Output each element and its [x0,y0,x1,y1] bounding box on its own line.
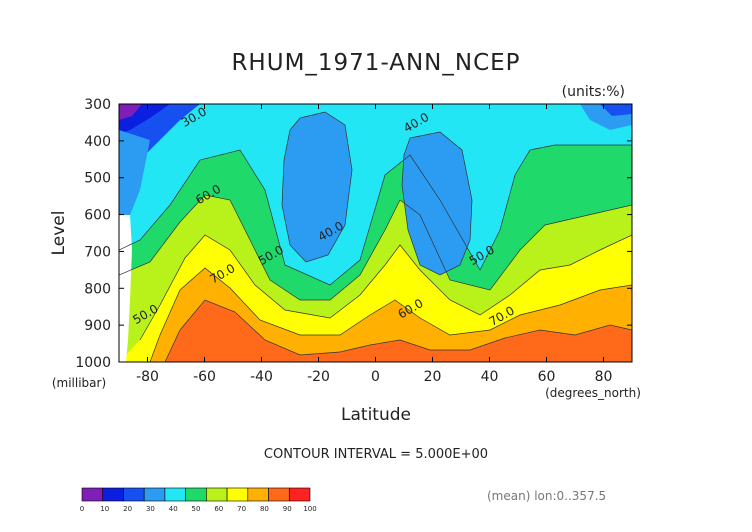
colorbar-label: 40 [169,505,178,513]
y-tick-label: 600 [84,208,111,224]
y-tick-label: 300 [84,97,111,113]
contour-line [119,144,632,286]
x-tick-label: 0 [371,369,380,385]
contour-region-40-north [402,132,472,275]
x-tick-label: 80 [595,369,613,385]
mean-lon-note: (mean) lon:0..357.5 [487,489,606,503]
contour-region-0 [119,104,142,120]
colorbar-label: 80 [260,505,269,513]
colorbar-swatch [185,487,207,502]
colorbar-label: 0 [80,505,84,513]
x-tick-label: -20 [307,369,330,385]
colorbar-label: 100 [303,505,316,513]
y-axis-units: (millibar) [52,376,106,390]
x-tick-label: -80 [136,369,159,385]
contour-line [164,299,632,362]
colorbar-swatch [123,487,145,502]
colorbar-swatch [206,487,228,502]
colorbar-label: 30 [146,505,155,513]
colorbar-swatch [226,487,249,502]
y-axis-label: Level [49,211,69,256]
y-tick-label: 1000 [75,355,111,371]
x-tick-label: 60 [538,369,556,385]
colorbar-label: 50 [192,505,201,513]
colorbar-swatch [288,487,311,502]
x-tick-label: 20 [424,369,442,385]
contour-region-90 [165,300,632,362]
colorbar-swatch [247,487,269,502]
contour-line [281,111,353,263]
colorbar-swatch [81,487,104,502]
colorbar-swatch [143,487,166,502]
colorbar-label: 60 [214,505,223,513]
contour-region-20-north [600,104,632,116]
colorbar: 0 10 20 30 40 50 60 70 80 90 100 [80,487,317,513]
contour-region-40-left [119,130,150,215]
y-tick-label: 500 [84,171,111,187]
y-tick-label: 700 [84,244,111,260]
y-tick-label: 900 [84,318,111,334]
units-label: (units:%) [562,84,625,100]
contour-line [139,234,632,341]
colorbar-label: 20 [123,505,132,513]
x-tick-label: 40 [481,369,499,385]
colorbar-swatch [268,487,290,502]
x-tick-label: -60 [193,369,216,385]
contour-line [149,267,632,362]
y-tick-label: 400 [84,134,111,150]
contour-line [119,194,632,301]
contour-region-40-south [282,112,352,262]
colorbar-swatch [164,487,186,502]
colorbar-swatch [102,487,124,502]
colorbar-label: 10 [100,505,109,513]
contour-interval-note: CONTOUR INTERVAL = 5.000E+00 [264,447,488,462]
contour-plot-area: 30.060.070.050.040.040.060.050.070.050.0 [119,104,632,362]
x-axis-units: (degrees_north) [545,386,641,400]
colorbar-label: 70 [237,505,246,513]
colorbar-label: 90 [283,505,292,513]
contour-line [401,131,473,276]
x-tick-label: -40 [250,369,273,385]
chart-title: RHUM_1971-ANN_NCEP [231,50,520,76]
x-axis-label: Latitude [341,405,411,425]
y-tick-label: 800 [84,281,111,297]
